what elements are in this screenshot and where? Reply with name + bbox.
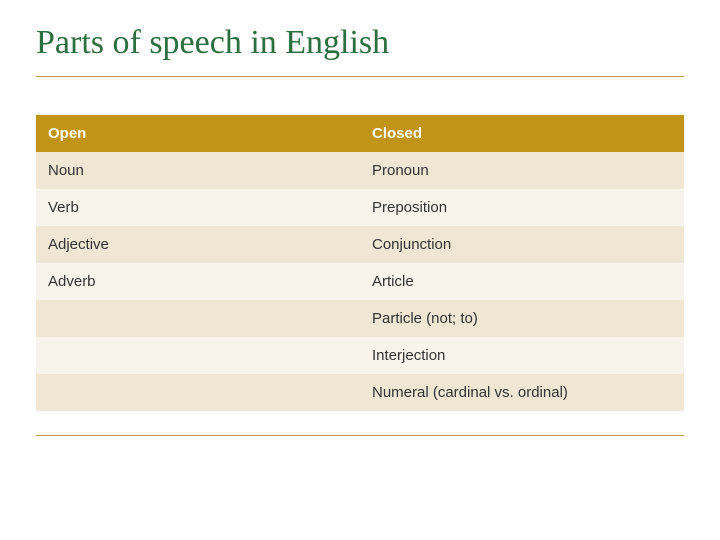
table-row: Numeral (cardinal vs. ordinal): [36, 374, 684, 411]
parts-of-speech-table: Open Closed Noun Pronoun Verb Prepositio…: [36, 115, 684, 411]
cell-open: Noun: [36, 152, 360, 189]
cell-open: Adverb: [36, 263, 360, 300]
cell-closed: Interjection: [360, 337, 684, 374]
column-header-open: Open: [36, 115, 360, 152]
table-row: Noun Pronoun: [36, 152, 684, 189]
cell-open: [36, 337, 360, 374]
bottom-divider: [36, 435, 684, 436]
table-row: Verb Preposition: [36, 189, 684, 226]
cell-open: [36, 374, 360, 411]
cell-closed: Article: [360, 263, 684, 300]
cell-closed: Preposition: [360, 189, 684, 226]
cell-open: Adjective: [36, 226, 360, 263]
cell-open: [36, 300, 360, 337]
table-header-row: Open Closed: [36, 115, 684, 152]
cell-closed: Particle (not; to): [360, 300, 684, 337]
cell-closed: Numeral (cardinal vs. ordinal): [360, 374, 684, 411]
table-row: Particle (not; to): [36, 300, 684, 337]
table-row: Adverb Article: [36, 263, 684, 300]
column-header-closed: Closed: [360, 115, 684, 152]
cell-closed: Conjunction: [360, 226, 684, 263]
cell-open: Verb: [36, 189, 360, 226]
table-row: Interjection: [36, 337, 684, 374]
cell-closed: Pronoun: [360, 152, 684, 189]
slide-title: Parts of speech in English: [36, 24, 684, 77]
slide-container: Parts of speech in English Open Closed N…: [0, 0, 720, 540]
table-row: Adjective Conjunction: [36, 226, 684, 263]
